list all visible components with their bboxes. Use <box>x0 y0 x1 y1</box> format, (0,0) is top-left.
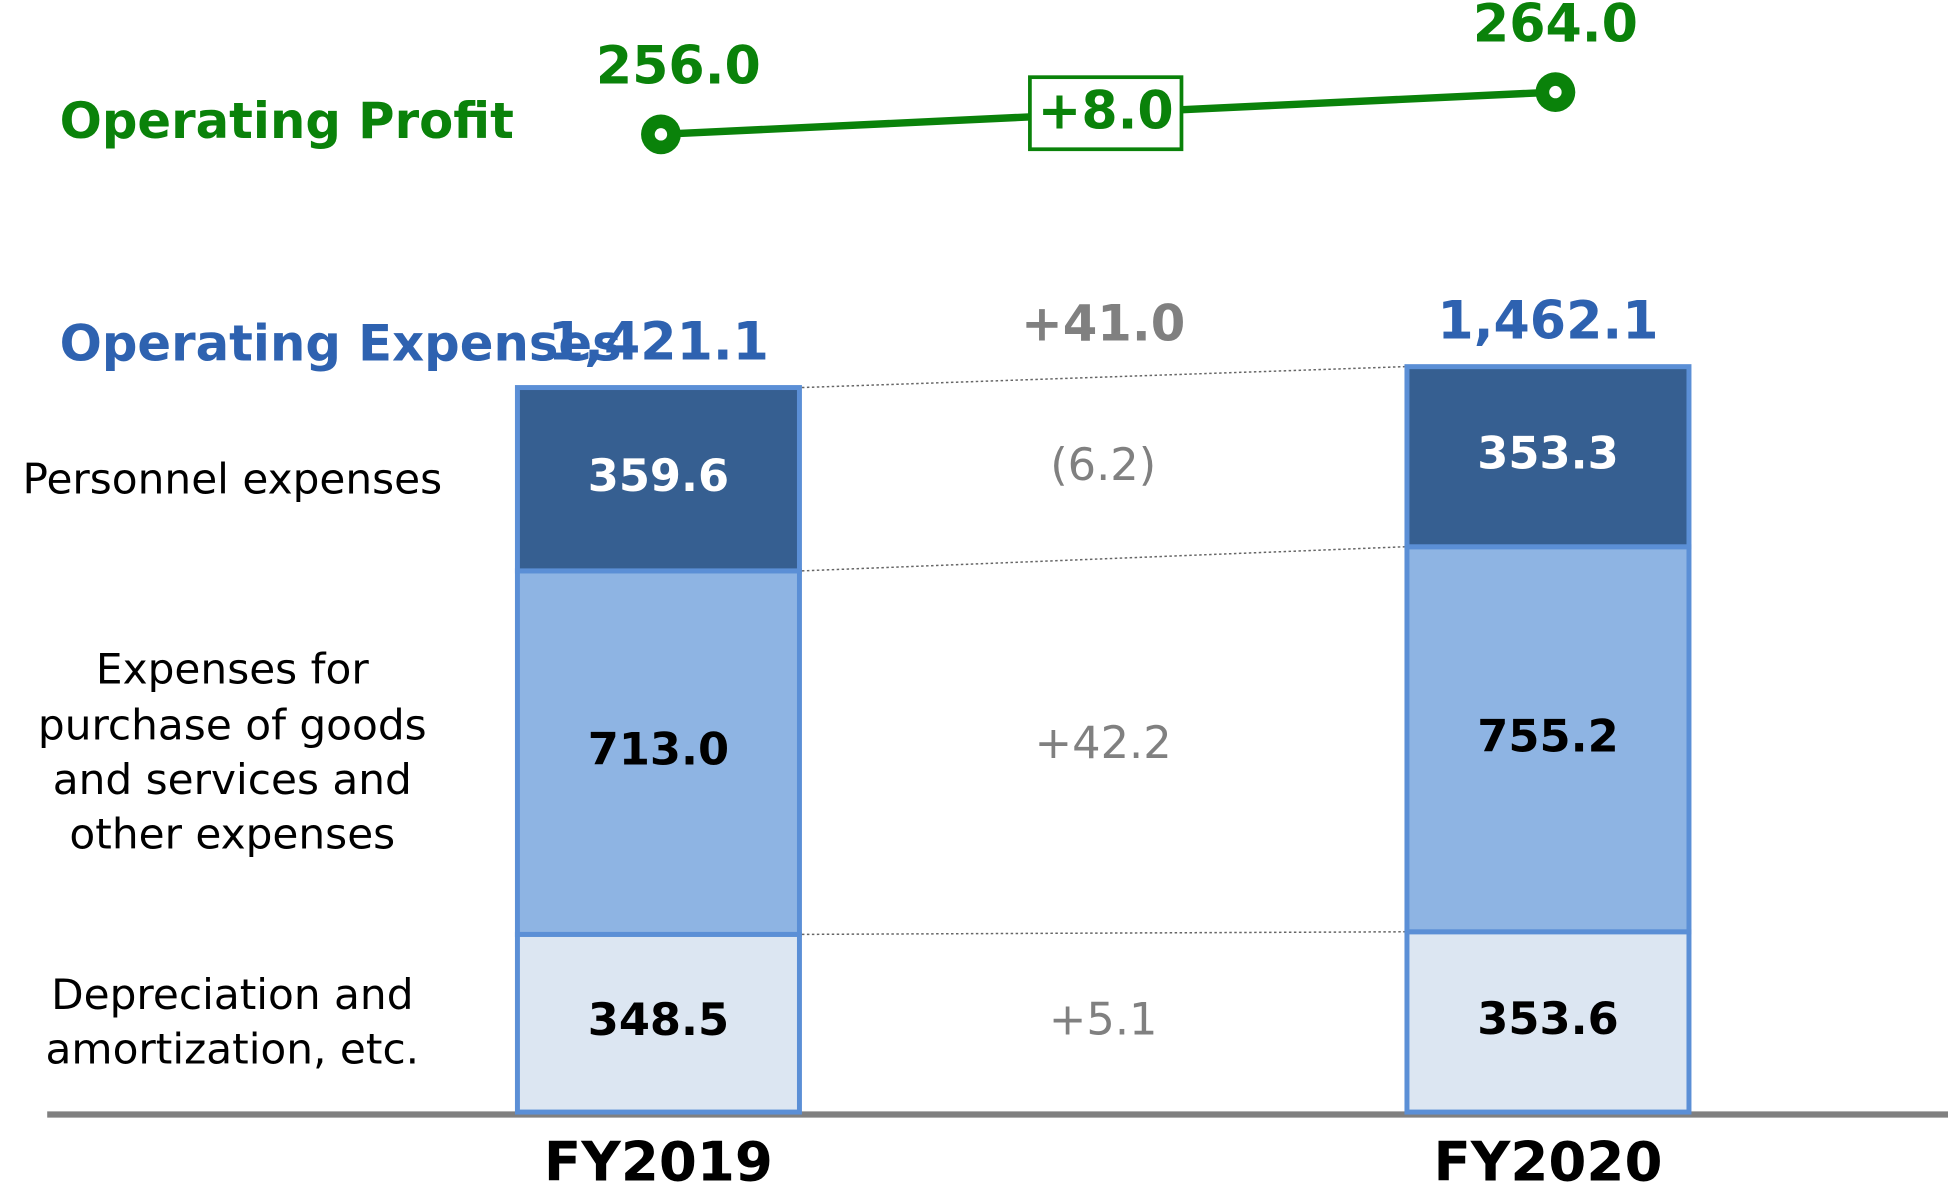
segment-label: 353.3 <box>1477 427 1618 480</box>
profit-change-label: +8.0 <box>1038 81 1174 141</box>
change-label: +42.2 <box>1035 716 1172 769</box>
connector <box>801 931 1405 936</box>
connector <box>801 365 1405 389</box>
segment-label: 353.6 <box>1477 992 1618 1045</box>
bar-segment <box>1404 929 1692 1115</box>
row-label: Personnel expenses <box>22 454 443 504</box>
bar-segment <box>514 568 802 937</box>
profit-point-center <box>654 128 668 141</box>
segment-label: 713.0 <box>588 723 729 776</box>
profit-title: Operating Profit <box>60 92 514 150</box>
row-label: Depreciation and amortization, etc. <box>45 970 420 1076</box>
row-label-text: Depreciation and amortization, etc. <box>45 970 420 1076</box>
bar-segment <box>514 385 802 574</box>
expenses-title: Operating Expenses <box>60 314 622 372</box>
bar-segment <box>514 931 802 1115</box>
category-label: FY2019 <box>544 1130 773 1188</box>
category-label: FY2020 <box>1433 1130 1662 1188</box>
row-label: Expenses for purchase of goods and servi… <box>37 645 427 860</box>
profit-label: 256.0 <box>596 37 761 97</box>
total-label: 1,462.1 <box>1437 291 1658 351</box>
change-label: +5.1 <box>1049 993 1158 1046</box>
bar-segment <box>1404 364 1692 550</box>
row-label-text: Personnel expenses <box>22 454 443 504</box>
change-label: (6.2) <box>1050 438 1156 491</box>
total-label: 1,421.1 <box>548 312 769 372</box>
segment-label: 755.2 <box>1477 709 1618 762</box>
change-box <box>1028 75 1184 152</box>
segment-label: 359.6 <box>588 449 729 502</box>
connector <box>801 546 1405 572</box>
total-change-label: +41.0 <box>1021 294 1185 352</box>
bar-segment <box>1404 544 1692 935</box>
segment-label: 348.5 <box>588 993 729 1046</box>
profit-label: 264.0 <box>1473 0 1638 54</box>
profit-point-center <box>1549 85 1562 99</box>
row-label-text: Expenses for purchase of goods and servi… <box>37 645 427 860</box>
